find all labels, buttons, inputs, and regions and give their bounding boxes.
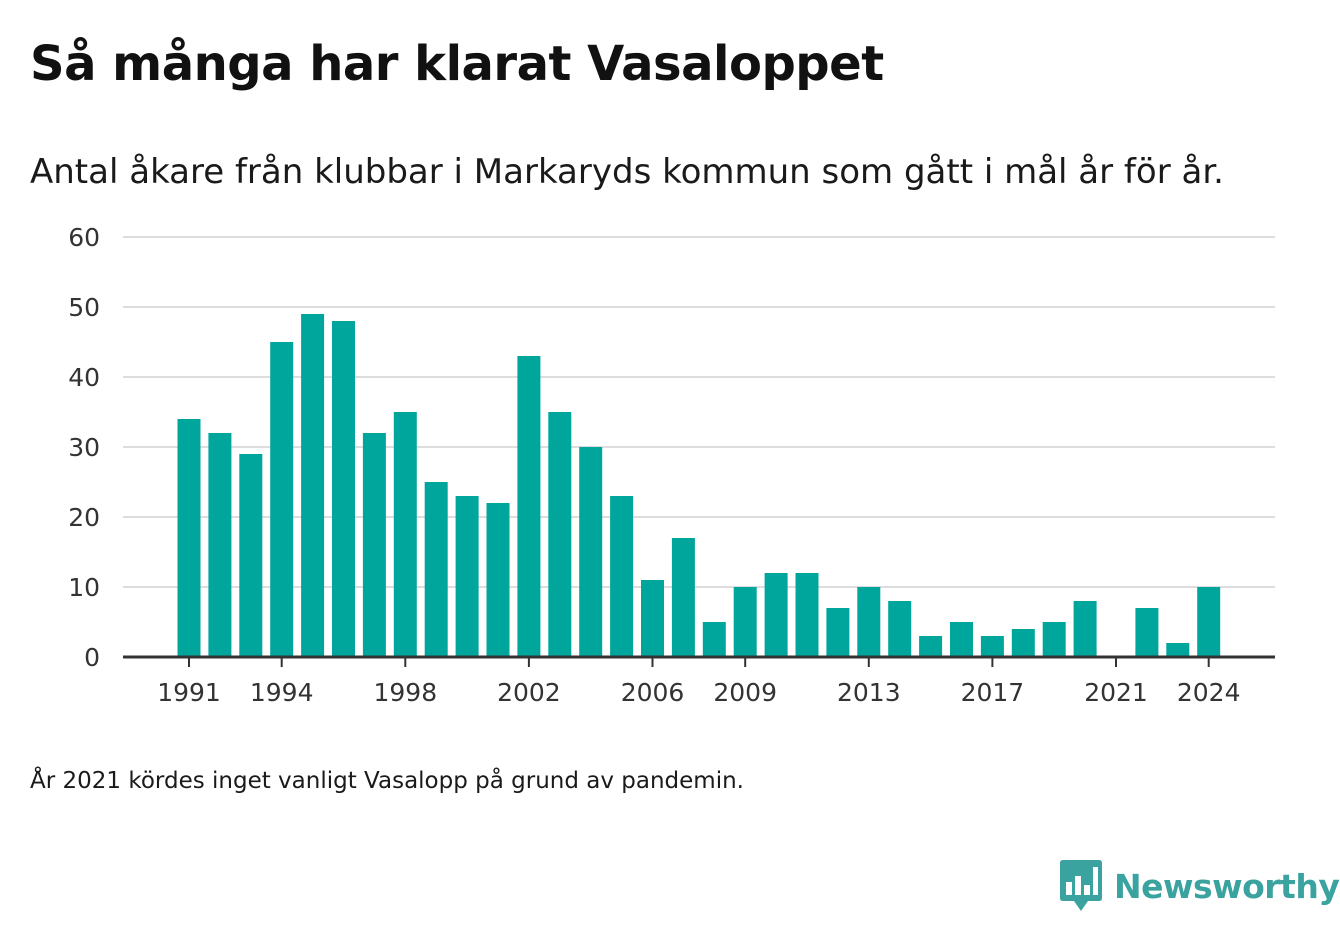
bars (177, 314, 1221, 657)
gridlines (123, 236, 1275, 588)
bar (301, 314, 325, 657)
bar (332, 321, 355, 657)
bar (702, 622, 726, 657)
y-tick-label: 0 (84, 643, 100, 672)
x-tick-label: 1991 (157, 678, 221, 707)
bar (424, 482, 448, 657)
bar (208, 433, 232, 657)
x-tick-label: 1994 (250, 678, 314, 707)
bar (455, 496, 479, 657)
bar (857, 587, 881, 657)
x-tick-label: 2013 (837, 678, 901, 707)
bar (239, 454, 263, 657)
bar (733, 587, 757, 657)
y-axis-ticks: 0 10 20 30 40 50 60 (68, 223, 100, 672)
chart-title: Så många har klarat Vasaloppet (30, 36, 884, 92)
bar (486, 503, 510, 657)
x-axis-ticks: 1991 1994 1998 2002 2006 2009 2013 2017 2021 2024 (157, 657, 1241, 707)
y-tick-label: 40 (68, 363, 100, 392)
bar (980, 636, 1004, 657)
bar (1073, 601, 1097, 657)
bar (641, 580, 664, 657)
bar (888, 601, 912, 657)
bar (548, 412, 572, 657)
x-tick-label: 2021 (1084, 678, 1148, 707)
x-tick-label: 1998 (373, 678, 437, 707)
bar (177, 419, 201, 657)
x-tick-label: 2002 (497, 678, 561, 707)
bar (826, 608, 850, 657)
bar-chart: 0 10 20 30 40 50 60 1991 1994 1998 2002 2006 2009 20… (68, 223, 1275, 707)
bar (610, 496, 634, 657)
bar (517, 356, 541, 657)
bar (579, 447, 603, 657)
y-tick-label: 10 (68, 573, 100, 602)
bar (795, 573, 819, 657)
chart-subtitle: Antal åkare från klubbar i Markaryds kom… (30, 152, 1224, 192)
y-tick-label: 60 (68, 223, 100, 252)
bar (1011, 629, 1035, 657)
bar (764, 573, 788, 657)
bar (393, 412, 417, 657)
bar-chart-speech-bubble-icon (1060, 860, 1102, 911)
y-tick-label: 20 (68, 503, 100, 532)
x-tick-label: 2009 (713, 678, 777, 707)
x-tick-label: 2024 (1177, 678, 1241, 707)
x-tick-label: 2017 (961, 678, 1025, 707)
y-tick-label: 30 (68, 433, 100, 462)
bar (950, 622, 973, 657)
footnote: År 2021 kördes inget vanligt Vasalopp på… (30, 768, 744, 794)
y-tick-label: 50 (68, 293, 100, 322)
bar (1197, 587, 1221, 657)
brand-name: Newsworthy (1114, 866, 1340, 906)
x-tick-label: 2006 (621, 678, 685, 707)
bar (919, 636, 943, 657)
bar (1042, 622, 1066, 657)
bar (270, 342, 294, 657)
bar (671, 538, 695, 657)
bar (1135, 608, 1159, 657)
bar (362, 433, 386, 657)
brand-logo: Newsworthy (1060, 860, 1340, 912)
bar (1166, 643, 1190, 657)
